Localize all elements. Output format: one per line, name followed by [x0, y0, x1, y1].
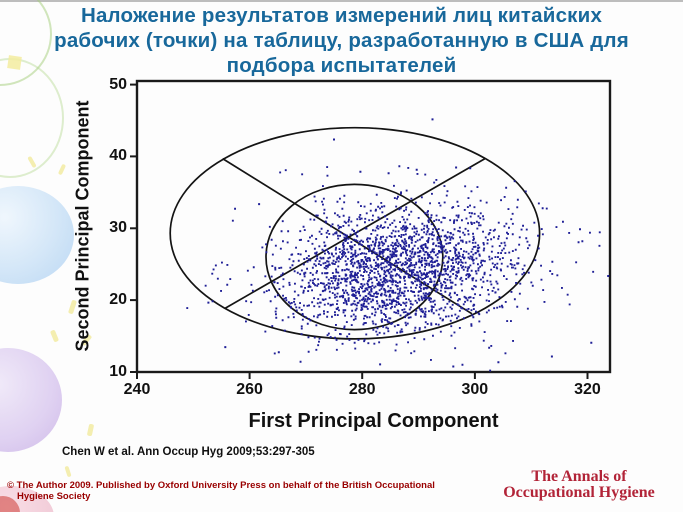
slide-title-line: подбора испытателей	[226, 54, 457, 77]
journal-logo-line: The Annals of	[531, 468, 627, 485]
slide-title: Наложение результатов измерений лиц кита…	[0, 3, 683, 78]
copyright-line: © The Author 2009. Published by Oxford U…	[7, 480, 435, 491]
citation-text: Chen W et al. Ann Occup Hyg 2009;53:297-…	[62, 446, 315, 458]
slide-title-line: Наложение результатов измерений лиц кита…	[80, 4, 603, 27]
slide-top-border	[0, 0, 683, 2]
y-tick-label: 50	[109, 75, 127, 93]
y-tick-label: 30	[109, 219, 127, 237]
x-tick-label: 300	[461, 381, 489, 398]
slide-title-line: рабочих (точки) на таблицу, разработанну…	[54, 29, 629, 52]
x-tick-label: 240	[123, 381, 151, 398]
y-tick-label: 20	[109, 291, 127, 309]
copyright-notice: © The Author 2009. Published by Oxford U…	[7, 480, 435, 502]
y-tick-label: 10	[109, 363, 127, 380]
plot-svg	[130, 79, 612, 379]
journal-logo-line: Occupational Hygiene	[503, 483, 655, 501]
x-tick-label: 280	[348, 381, 376, 398]
journal-logo: The Annals of Occupational Hygiene	[487, 469, 671, 500]
x-tick-label: 320	[574, 381, 601, 398]
x-axis-title: First Principal Component	[248, 410, 499, 432]
x-tick-label: 260	[236, 381, 263, 398]
copyright-line: Hygiene Society	[17, 491, 91, 502]
y-tick-label: 40	[109, 147, 127, 165]
